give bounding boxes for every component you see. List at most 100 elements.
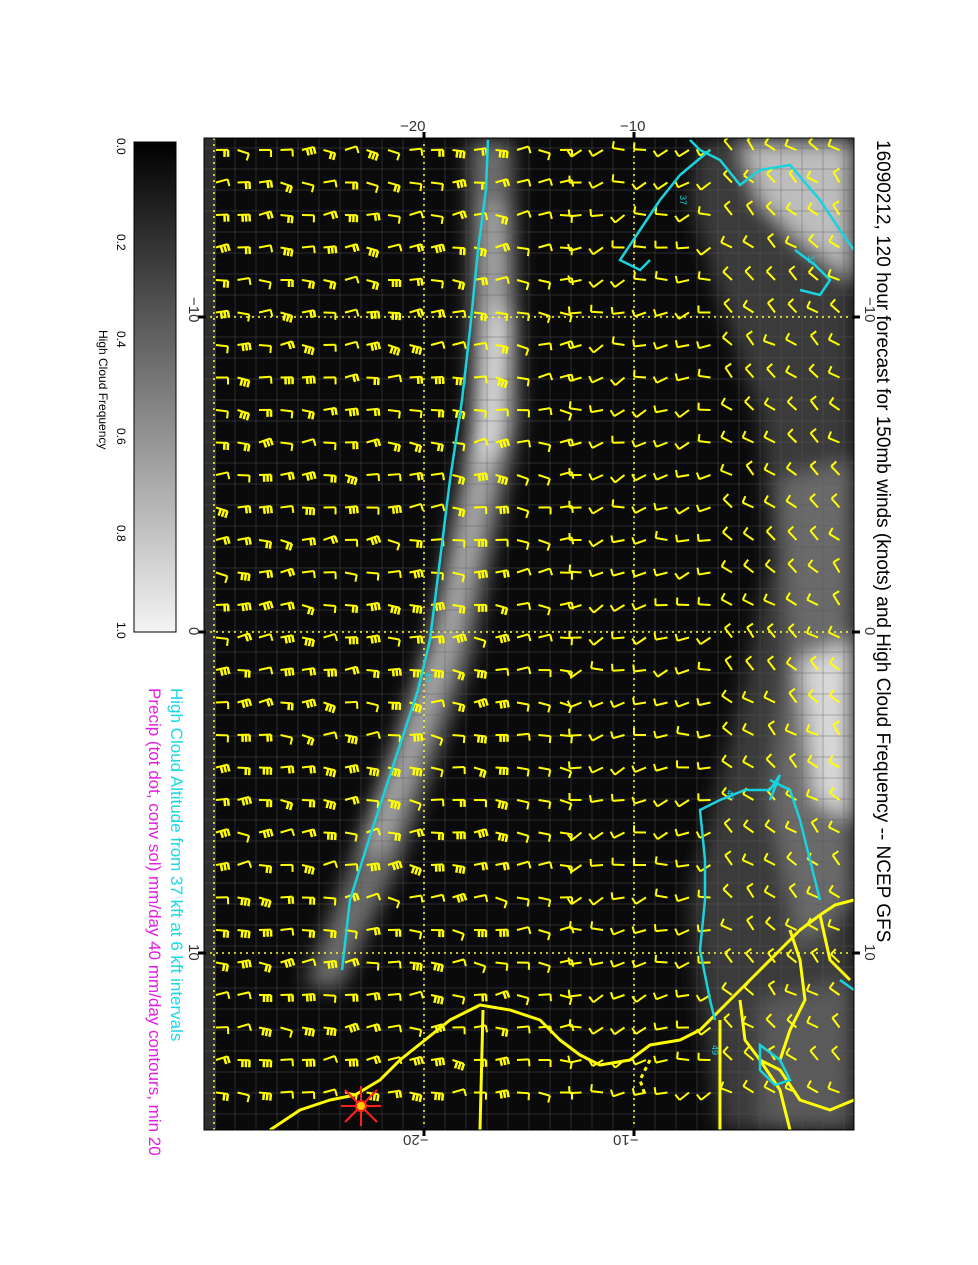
wind-barb (387, 539, 401, 551)
wind-barb (280, 214, 294, 224)
wind-barb (495, 311, 509, 322)
wind-barb (344, 795, 360, 805)
wind-barb (237, 1023, 252, 1032)
wind-barb (409, 441, 423, 453)
wind-barb (452, 506, 466, 518)
wind-barb (215, 344, 229, 354)
wind-barb (258, 308, 274, 317)
wind-barb (674, 633, 690, 642)
wind-barb (827, 138, 840, 151)
wind-barb (805, 626, 819, 639)
wind-barb (323, 896, 337, 906)
wind-barb (720, 397, 733, 411)
wind-barb (473, 636, 487, 648)
wind-barb (430, 472, 445, 481)
wind-barb (696, 761, 711, 771)
wind-barb (785, 461, 798, 476)
colorbar-tick: 0.6 (114, 428, 128, 445)
wind-barb (588, 181, 604, 189)
wind-barb (366, 730, 381, 739)
wind-barb (787, 558, 798, 574)
wind-barb (215, 506, 229, 519)
wind-barb (566, 149, 583, 158)
wind-barb (723, 622, 733, 639)
wind-barb (237, 669, 251, 678)
wind-barb (387, 214, 401, 224)
wind-barb (696, 924, 711, 933)
wind-barb (280, 148, 294, 157)
wind-barb (409, 181, 423, 192)
wind-barb (280, 957, 296, 969)
wind-barb (538, 211, 553, 220)
wind-barb (559, 571, 573, 580)
wind-barb (323, 959, 338, 969)
wind-barb (653, 1055, 668, 1064)
wind-barb (366, 1055, 382, 1065)
wind-barb (538, 961, 551, 974)
wind-barb (566, 831, 583, 841)
wind-barb (280, 634, 295, 644)
wind-barb (720, 918, 733, 931)
wind-barb (785, 1047, 798, 1061)
wind-barb (610, 892, 625, 901)
wind-barb (344, 243, 360, 253)
wind-barb (724, 947, 733, 964)
wind-barb (323, 668, 338, 677)
wind-barb (828, 754, 841, 769)
wind-barb (568, 468, 582, 477)
wind-barb (387, 311, 402, 321)
wind-barb (538, 766, 552, 777)
wind-barb (323, 343, 337, 352)
wind-barb (742, 755, 754, 769)
wind-barb (588, 405, 604, 414)
wind-barb (567, 341, 582, 350)
wind-barb (452, 604, 466, 614)
wind-barb (763, 690, 776, 704)
wind-barb (258, 697, 274, 707)
wind-barb (765, 753, 776, 769)
wind-barb (827, 820, 840, 834)
wind-barb (516, 1025, 531, 1034)
wind-barb (588, 636, 604, 646)
wind-barb (430, 148, 445, 157)
wind-barbs (215, 138, 841, 1103)
wind-barb (409, 799, 422, 811)
wind-barb (745, 460, 755, 476)
wind-barb (495, 633, 511, 644)
wind-barb (430, 279, 444, 289)
wind-barb (452, 929, 465, 941)
wind-barb (258, 600, 274, 611)
wind-barb (788, 265, 798, 281)
wind-barb (387, 1089, 403, 1099)
wind-barb (495, 989, 511, 1000)
wind-barb (516, 506, 530, 519)
wind-barb (832, 557, 841, 574)
wind-barb (538, 243, 553, 252)
wind-barb (344, 275, 360, 284)
wind-barb (784, 983, 797, 996)
wind-barb (452, 798, 466, 807)
wind-barb (344, 474, 358, 486)
wind-barb (366, 376, 380, 386)
wind-barb (741, 722, 754, 736)
wind-barb (409, 375, 424, 384)
wind-barb (559, 311, 573, 323)
wind-barb (473, 409, 487, 419)
wind-barb (538, 929, 551, 941)
wind-barb (654, 598, 668, 607)
wind-barb (785, 332, 797, 346)
wind-barb (301, 765, 316, 774)
wind-barb (631, 409, 647, 418)
wind-barb (588, 246, 604, 256)
wind-barb (538, 177, 553, 186)
wind-barb (675, 469, 690, 478)
wind-barb (430, 503, 446, 512)
wind-barb (495, 408, 509, 417)
wind-barb (237, 311, 251, 322)
wind-barb (516, 246, 530, 257)
wind-barb (280, 1090, 294, 1099)
wind-barb (809, 655, 819, 671)
wind-barb (473, 929, 488, 938)
wind-barb (301, 570, 316, 579)
wind-barb (538, 896, 552, 908)
